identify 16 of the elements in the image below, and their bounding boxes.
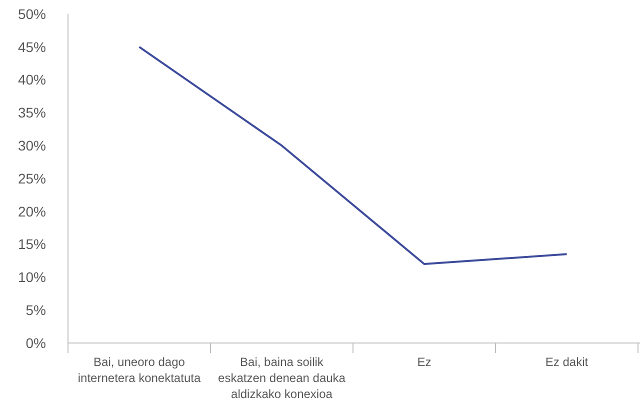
y-tick-label: 5% xyxy=(26,302,46,318)
y-tick-label: 20% xyxy=(18,203,46,220)
x-tick-label: Bai, baina soilik eskatzen denean dauka aldizkako konexioa xyxy=(218,355,346,401)
y-tick-label: 45% xyxy=(18,38,46,55)
y-tick-label: 10% xyxy=(18,269,46,286)
x-tick-label: Ez dakit xyxy=(545,355,589,369)
y-tick-label: 40% xyxy=(18,72,46,88)
y-tick-label: 35% xyxy=(18,104,46,121)
y-tick-label: 50% xyxy=(18,6,46,22)
y-tick-label: 30% xyxy=(18,138,46,154)
y-tick-label: 0% xyxy=(26,334,46,351)
line-series xyxy=(138,46,568,266)
y-tick-label: 25% xyxy=(18,170,46,186)
x-tick-label: Bai, uneoro dago internetera konektatuta xyxy=(78,355,201,385)
x-tick-label: Ez xyxy=(417,355,432,369)
y-tick-label: 15% xyxy=(18,236,46,252)
